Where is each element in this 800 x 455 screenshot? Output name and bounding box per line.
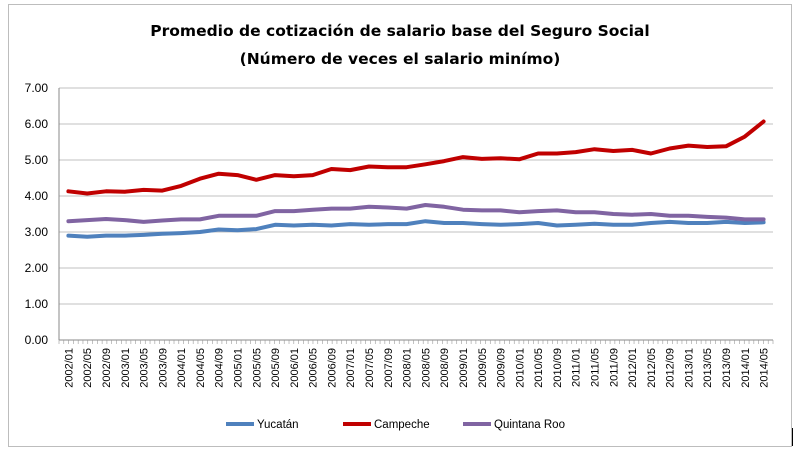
x-tick-label: 2009/05	[477, 348, 489, 388]
chart-title: Promedio de cotización de salario base d…	[150, 22, 649, 40]
series-line-quintana-roo	[66, 203, 766, 224]
x-tick-label: 2010/01	[514, 348, 526, 388]
x-tick-label: 2004/01	[176, 348, 188, 388]
x-tick-label: 2012/09	[665, 348, 677, 388]
legend-label: Yucatán	[257, 419, 299, 431]
chart-subtitle: (Número de veces el salario minímo)	[240, 50, 561, 68]
x-tick-label: 2012/01	[627, 348, 639, 388]
y-tick-label: 4.00	[25, 189, 49, 203]
x-tick-label: 2004/09	[214, 348, 226, 388]
x-tick-label: 2010/05	[533, 348, 545, 388]
x-tick-label: 2013/09	[721, 348, 733, 388]
x-tick-label: 2011/05	[590, 348, 602, 387]
x-tick-label: 2003/09	[157, 348, 169, 388]
x-tick-label: 2006/09	[326, 348, 338, 388]
x-tick-label: 2009/01	[458, 348, 470, 388]
y-tick-label: 2.00	[25, 261, 49, 275]
x-tick-label: 2014/01	[740, 348, 752, 388]
x-tick-label: 2006/01	[289, 348, 301, 388]
x-tick-label: 2014/05	[759, 348, 771, 388]
x-tick-label: 2013/01	[683, 348, 695, 388]
x-tick-label: 2005/01	[233, 348, 245, 388]
x-tick-label: 2002/09	[101, 348, 113, 388]
x-tick-label: 2009/09	[496, 348, 508, 388]
x-tick-label: 2002/05	[82, 348, 94, 388]
x-tick-label: 2012/05	[646, 348, 658, 388]
y-tick-label: 5.00	[25, 153, 49, 167]
x-tick-label: 2007/01	[345, 348, 357, 388]
x-tick-label: 2007/09	[383, 348, 395, 388]
chart-frame	[8, 4, 792, 447]
x-tick-label: 2007/05	[364, 348, 376, 388]
x-tick-label: 2005/09	[270, 348, 282, 388]
x-tick-label: 2003/01	[120, 348, 132, 388]
x-tick-label: 2008/09	[439, 348, 451, 388]
series-line-campeche	[66, 119, 766, 196]
x-tick-label: 2011/09	[608, 348, 620, 387]
y-tick-label: 0.00	[25, 333, 49, 347]
x-tick-label: 2006/05	[308, 348, 320, 388]
y-tick-label: 7.00	[25, 81, 49, 95]
x-tick-label: 2002/01	[63, 348, 75, 388]
x-tick-label: 2004/05	[195, 348, 207, 388]
x-tick-label: 2003/05	[139, 348, 151, 388]
x-tick-label: 2005/05	[251, 348, 263, 388]
y-tick-label: 1.00	[25, 297, 49, 311]
y-tick-label: 6.00	[25, 117, 49, 131]
x-tick-label: 2008/05	[420, 348, 432, 388]
x-tick-label: 2010/09	[552, 348, 564, 388]
text-cursor	[792, 428, 793, 446]
x-tick-label: 2011/01	[571, 348, 583, 387]
y-tick-label: 3.00	[25, 225, 49, 239]
x-tick-label: 2013/05	[702, 348, 714, 388]
series-line-yucatán	[66, 219, 766, 239]
legend-label: Campeche	[374, 419, 430, 431]
x-tick-label: 2008/01	[402, 348, 414, 388]
legend-label: Quintana Roo	[494, 419, 565, 431]
